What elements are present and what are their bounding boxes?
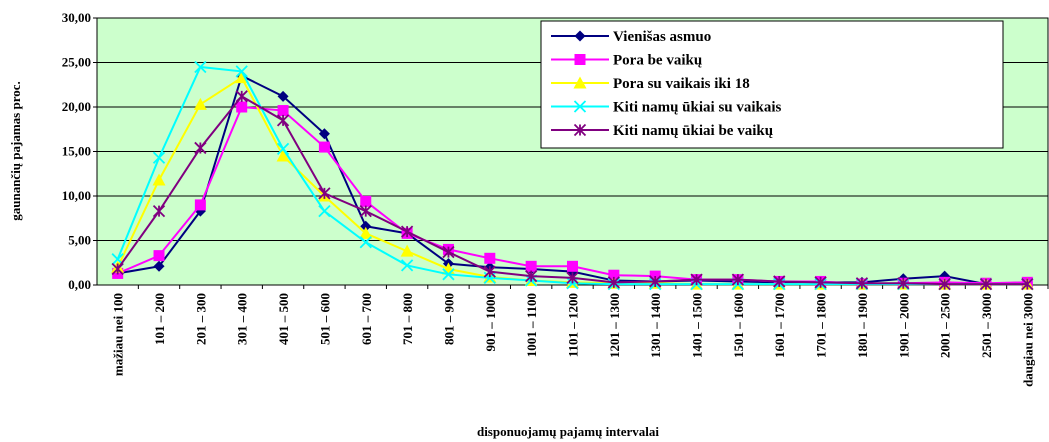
marker (897, 277, 910, 290)
marker (111, 262, 124, 276)
marker (153, 250, 165, 262)
x-tick-label: 1001 – 1100 (524, 293, 539, 357)
marker (194, 141, 207, 155)
marker (574, 54, 586, 65)
marker (235, 71, 249, 84)
y-tick-label: 5,00 (68, 233, 91, 248)
marker (649, 275, 662, 288)
y-axis-label: gaunančių pajamas proc. (8, 81, 23, 221)
legend-label: Kiti namų ūkiai su vaikais (613, 100, 782, 116)
y-tick-label: 15,00 (62, 144, 91, 159)
legend-label: Vienišas asmuo (613, 29, 711, 45)
x-tick-label: 2001 – 2500 (938, 293, 953, 358)
x-tick-label: 101 – 200 (152, 293, 167, 345)
marker (277, 90, 289, 102)
marker (573, 76, 587, 89)
legend-label: Pora su vaikais iki 18 (613, 76, 750, 92)
x-tick-label: 501 – 600 (317, 293, 332, 345)
marker (152, 173, 166, 186)
y-tick-label: 30,00 (62, 10, 91, 25)
marker (773, 275, 786, 288)
marker (277, 105, 289, 117)
marker (318, 141, 330, 153)
marker (276, 142, 290, 155)
series (111, 90, 1034, 291)
marker (731, 273, 745, 286)
marker (1021, 277, 1034, 291)
marker (194, 60, 207, 74)
marker (607, 276, 620, 289)
y-tick-label: 25,00 (62, 55, 91, 70)
marker (574, 30, 586, 42)
x-tick-label: 1701 – 1800 (814, 293, 829, 358)
marker (193, 97, 207, 110)
legend-label: Pora be vaikų (613, 53, 702, 69)
marker (484, 252, 496, 264)
x-tick-label: daugiau nei 3000 (1020, 293, 1035, 387)
marker (525, 260, 537, 272)
marker (360, 195, 372, 207)
x-tick-label: 401 – 500 (276, 293, 291, 345)
marker (442, 245, 455, 259)
marker (152, 151, 166, 164)
x-tick-label: 1301 – 1400 (648, 293, 663, 358)
marker (979, 277, 993, 291)
marker (359, 236, 372, 249)
marker (483, 265, 496, 278)
x-tick-label: 2501 – 3000 (979, 293, 994, 358)
marker (153, 260, 165, 272)
marker (573, 100, 587, 113)
marker (400, 225, 414, 238)
marker (360, 220, 372, 232)
marker (400, 244, 414, 257)
marker (573, 123, 587, 137)
x-tick-label: 801 – 900 (441, 293, 456, 345)
x-tick-label: 1901 – 2000 (896, 293, 911, 358)
marker (690, 273, 703, 286)
x-tick-label: 1601 – 1700 (772, 293, 787, 358)
marker (814, 276, 827, 289)
marker (318, 128, 330, 140)
marker (235, 90, 248, 103)
marker (400, 259, 414, 272)
marker (152, 204, 166, 218)
marker (525, 269, 538, 283)
marker (236, 101, 248, 113)
x-tick-label: 1501 – 1600 (731, 293, 746, 358)
x-tick-label: 1101 – 1200 (566, 293, 581, 357)
marker (194, 199, 206, 211)
legend-box (540, 20, 1004, 149)
legend-label: Kiti namų ūkiai be vaikų (613, 123, 773, 139)
x-tick-label: 1801 – 1900 (855, 293, 870, 358)
x-tick-label: 1401 – 1500 (690, 293, 705, 358)
marker (938, 277, 951, 291)
x-tick-label: 201 – 300 (193, 293, 208, 345)
y-tick-label: 0,00 (68, 277, 91, 292)
x-tick-label: 1201 – 1300 (607, 293, 622, 358)
marker (567, 260, 578, 272)
marker (359, 226, 373, 239)
y-tick-label: 10,00 (62, 188, 91, 203)
x-axis-label: disponuojamų pajamų intervalai (477, 424, 659, 439)
marker (855, 277, 869, 290)
x-tick-label: 901 – 1000 (483, 293, 498, 352)
marker (359, 204, 372, 218)
x-tick-label: 601 – 700 (359, 293, 374, 345)
x-tick-label: 301 – 400 (235, 293, 250, 345)
marker (566, 271, 579, 285)
x-tick-label: 701 – 800 (400, 293, 415, 345)
marker (235, 65, 248, 78)
y-tick-label: 20,00 (62, 99, 91, 114)
marker (318, 187, 331, 200)
marker (318, 204, 331, 218)
marker (608, 269, 620, 281)
marker (276, 114, 290, 127)
x-tick-label: mažiau nei 100 (111, 293, 126, 376)
marker (276, 149, 290, 162)
marker (442, 268, 455, 281)
